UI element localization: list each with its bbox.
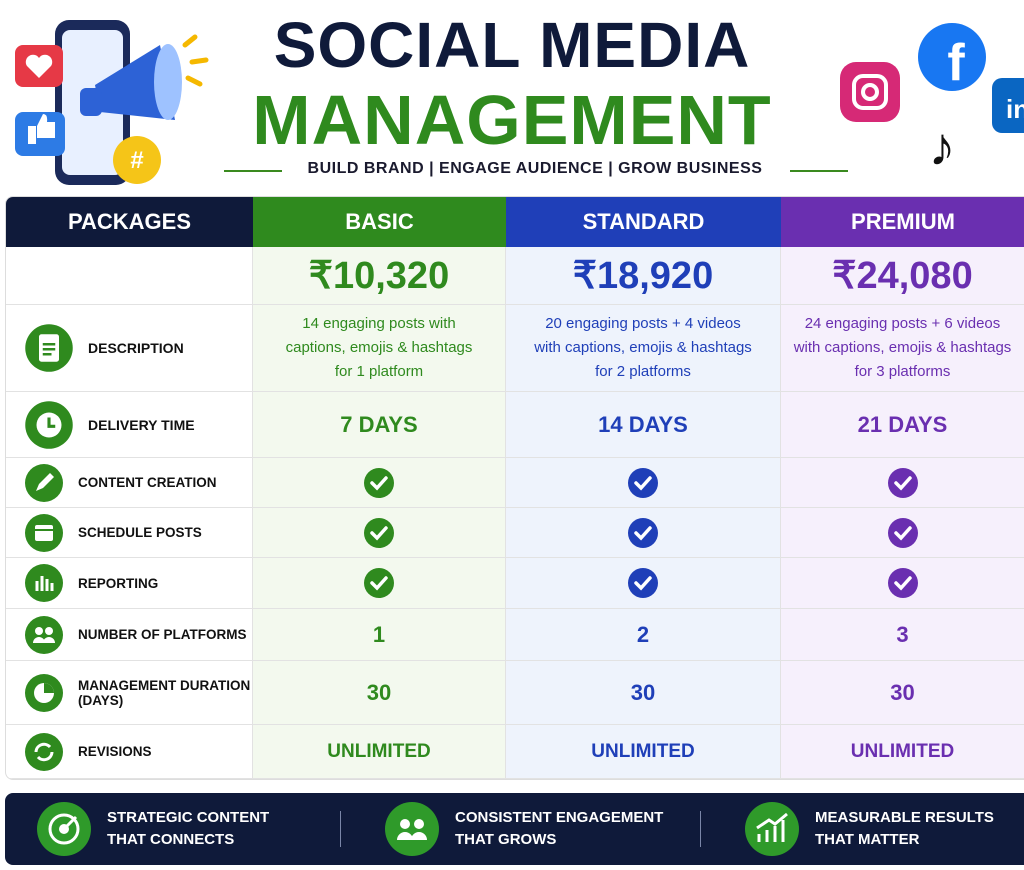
cell-value: 21 DAYS <box>781 392 1024 458</box>
cell-value: UNLIMITED <box>506 725 781 779</box>
cell-value: UNLIMITED <box>781 725 1024 779</box>
cell-value: 14 DAYS <box>506 392 781 458</box>
divider <box>224 170 282 172</box>
check-icon <box>364 467 394 498</box>
svg-text:f: f <box>947 34 965 92</box>
row-label: DESCRIPTION <box>6 305 253 392</box>
svg-text:#: # <box>130 147 143 174</box>
footer-icon <box>385 802 439 856</box>
check-icon <box>887 568 918 598</box>
check-icon <box>364 568 394 598</box>
row-label: CONTENT CREATION <box>6 458 253 508</box>
footer-item: STRATEGIC CONTENT THAT CONNECTS <box>37 793 269 865</box>
megaphone-illustration: # <box>15 20 209 185</box>
row-icon <box>25 400 73 449</box>
price: ₹24,080 <box>781 247 1024 305</box>
row-label: SCHEDULE POSTS <box>6 508 253 558</box>
header: # f ♪ in SOCIAL MEDIA MANAGEMENT BUILD B… <box>0 0 1024 192</box>
footer-icon <box>745 802 799 856</box>
tagline: BUILD BRAND | ENGAGE AUDIENCE | GROW BUS… <box>307 160 763 177</box>
check-icon <box>887 517 918 548</box>
row-label-text: REPORTING <box>78 575 159 591</box>
price-spacer <box>6 247 253 305</box>
cell-value: UNLIMITED <box>253 725 506 779</box>
check-icon <box>628 517 658 548</box>
check-cell <box>506 508 781 558</box>
svg-text:♪: ♪ <box>929 117 956 177</box>
footer-item: MEASURABLE RESULTS THAT MATTER <box>745 793 994 865</box>
cell-value: 30 <box>781 661 1024 725</box>
row-icon <box>25 324 73 372</box>
row-icon <box>25 463 63 502</box>
row-label-text: SCHEDULE POSTS <box>78 525 202 540</box>
column-header: BASIC <box>253 197 506 247</box>
row-label-text: MANAGEMENT DURATION (DAYS) <box>78 677 251 708</box>
cell-value: 24 engaging posts + 6 videos with captio… <box>781 305 1024 392</box>
svg-text:in: in <box>1006 94 1024 124</box>
footer-icon <box>37 802 91 856</box>
column-header: PREMIUM <box>781 197 1024 247</box>
check-cell <box>253 558 506 609</box>
row-label: REPORTING <box>6 558 253 609</box>
price: ₹10,320 <box>253 247 506 305</box>
row-icon <box>25 564 63 602</box>
row-label-text: DESCRIPTION <box>88 340 184 356</box>
cell-value: 14 engaging posts with captions, emojis … <box>253 305 506 392</box>
check-cell <box>253 458 506 508</box>
row-label: NUMBER OF PLATFORMS <box>6 609 253 661</box>
cell-value: 7 DAYS <box>253 392 506 458</box>
title-line: SOCIAL MEDIA <box>273 9 751 81</box>
row-label-text: REVISIONS <box>78 744 152 759</box>
check-cell <box>506 458 781 508</box>
cell-value: 20 engaging posts + 4 videos with captio… <box>506 305 781 392</box>
pricing-table: PACKAGES BASIC STANDARD PREMIUM ₹10,320 ₹18,9… <box>5 196 1024 780</box>
social-icons: f ♪ in <box>840 23 1024 177</box>
price: ₹18,920 <box>506 247 781 305</box>
row-icon <box>25 615 63 654</box>
column-header: STANDARD <box>506 197 781 247</box>
row-label: REVISIONS <box>6 725 253 779</box>
check-cell <box>781 558 1024 609</box>
check-icon <box>628 568 658 598</box>
row-icon <box>25 673 63 712</box>
separator <box>340 811 341 847</box>
check-cell <box>781 458 1024 508</box>
footer: STRATEGIC CONTENT THAT CONNECTS CONSISTEN… <box>5 793 1024 865</box>
check-cell <box>781 508 1024 558</box>
cell-value: 3 <box>781 609 1024 661</box>
row-label-text: CONTENT CREATION <box>78 475 217 490</box>
row-label: MANAGEMENT DURATION (DAYS) <box>6 661 253 725</box>
cell-value: 30 <box>253 661 506 725</box>
check-cell <box>253 508 506 558</box>
divider <box>790 170 848 172</box>
footer-text: MEASURABLE RESULTS THAT MATTER <box>815 809 994 848</box>
cell-value: 1 <box>253 609 506 661</box>
separator <box>700 811 701 847</box>
title-line: MANAGEMENT <box>252 81 772 159</box>
row-label-text: NUMBER OF PLATFORMS <box>78 627 247 642</box>
row-label-text: DELIVERY TIME <box>88 416 195 433</box>
cell-value: 2 <box>506 609 781 661</box>
cell-value: 30 <box>506 661 781 725</box>
row-label: DELIVERY TIME <box>6 392 253 458</box>
row-icon <box>25 513 63 552</box>
check-icon <box>364 517 394 548</box>
column-header: PACKAGES <box>6 197 253 247</box>
check-icon <box>628 467 658 498</box>
footer-item: CONSISTENT ENGAGEMENT THAT GROWS <box>385 793 663 865</box>
footer-text: CONSISTENT ENGAGEMENT THAT GROWS <box>455 809 664 848</box>
row-icon <box>25 732 63 771</box>
check-icon <box>887 467 918 498</box>
check-cell <box>506 558 781 609</box>
footer-text: STRATEGIC CONTENT THAT CONNECTS <box>107 809 270 848</box>
